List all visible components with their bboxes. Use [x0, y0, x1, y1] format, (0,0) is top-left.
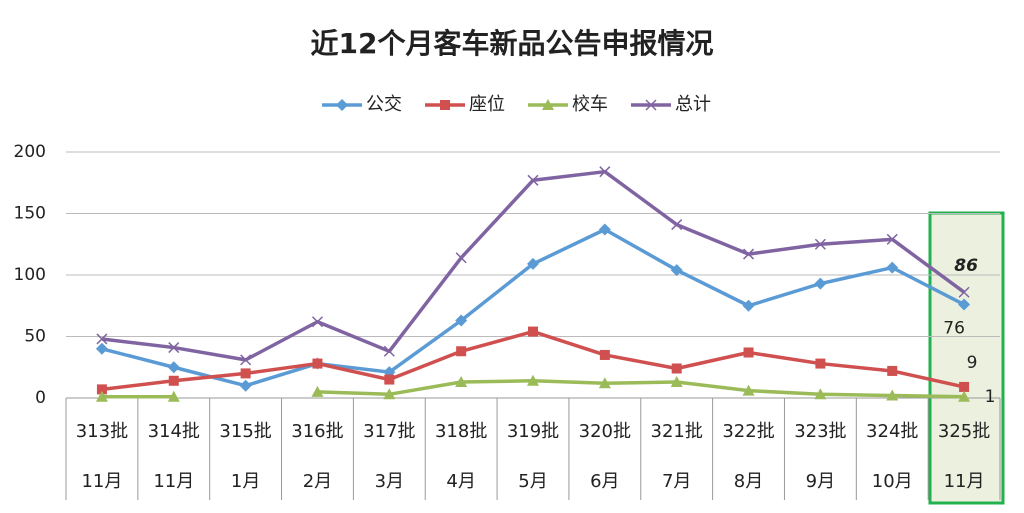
x-tick-label: 316批: [291, 421, 343, 442]
point-marker: [742, 299, 755, 312]
point-marker: [886, 389, 899, 401]
point-marker: [239, 379, 252, 392]
data-label: 1: [985, 387, 996, 407]
x-tick-label: 325批: [938, 421, 990, 442]
x-group-label: 5月: [518, 471, 547, 492]
point-marker: [959, 381, 970, 392]
data-label: 86: [954, 256, 978, 276]
point-marker: [383, 388, 396, 400]
point-marker: [527, 374, 539, 386]
point-marker: [312, 358, 323, 369]
data-label: 76: [943, 319, 965, 339]
point-marker: [958, 390, 971, 402]
point-marker: [886, 261, 899, 274]
point-marker: [814, 277, 827, 290]
point-marker: [670, 376, 683, 388]
x-tick-label: 324批: [866, 421, 918, 442]
point-marker: [958, 298, 971, 311]
point-marker: [887, 365, 898, 376]
y-tick-label: 50: [24, 327, 46, 347]
point-marker: [599, 166, 611, 178]
point-marker: [384, 374, 395, 385]
point-marker: [167, 361, 180, 374]
y-tick-label: 150: [14, 204, 46, 224]
x-group-label: 11月: [81, 471, 122, 492]
x-tick-label: 321批: [651, 421, 703, 442]
point-marker: [671, 219, 683, 231]
legend-marker: [336, 99, 348, 111]
x-group-label: 2月: [303, 471, 332, 492]
x-group-label: 11月: [944, 471, 985, 492]
point-marker: [240, 368, 251, 379]
point-marker: [168, 375, 179, 386]
x-tick-label: 323批: [794, 421, 846, 442]
data-label: 9: [967, 353, 978, 373]
x-group-label: 9月: [806, 471, 835, 492]
x-tick-label: 315批: [219, 421, 271, 442]
highlight-box: [928, 211, 1005, 505]
x-group-label: 6月: [590, 471, 619, 492]
series-line: [101, 227, 965, 388]
point-marker: [528, 326, 538, 337]
x-tick-label: 317批: [363, 421, 415, 442]
point-marker: [598, 377, 611, 389]
y-tick-label: 200: [14, 142, 46, 162]
point-marker: [383, 345, 395, 357]
legend-marker: [542, 99, 554, 110]
x-tick-label: 319批: [507, 421, 559, 442]
point-marker: [311, 316, 323, 328]
x-group-label: 7月: [662, 471, 691, 492]
point-marker: [743, 248, 755, 260]
point-marker: [456, 346, 467, 357]
x-group-label: 11月: [153, 471, 194, 492]
legend-label: 公交: [366, 94, 402, 115]
legend-label: 总计: [675, 94, 711, 115]
point-marker: [742, 384, 755, 396]
point-marker: [814, 238, 826, 250]
point-marker: [743, 347, 754, 358]
x-group-label: 8月: [734, 471, 763, 492]
point-marker: [815, 358, 826, 369]
point-marker: [598, 223, 611, 236]
legend-label: 校车: [572, 94, 608, 115]
x-tick-label: 322批: [722, 421, 774, 442]
point-marker: [527, 257, 539, 270]
x-group-label: 3月: [375, 471, 404, 492]
point-marker: [240, 354, 252, 366]
point-marker: [96, 333, 108, 345]
point-marker: [95, 342, 108, 355]
point-marker: [455, 376, 468, 388]
x-group-label: 1月: [231, 471, 260, 492]
point-marker: [670, 264, 683, 277]
legend-marker: [440, 100, 450, 110]
point-marker: [527, 174, 539, 186]
point-marker: [167, 390, 180, 402]
series-line: [101, 379, 965, 399]
point-marker: [168, 342, 180, 354]
point-marker: [886, 233, 898, 245]
y-tick-label: 100: [14, 265, 46, 285]
point-marker: [599, 349, 610, 360]
point-marker: [95, 390, 108, 402]
point-marker: [455, 252, 467, 264]
x-tick-label: 314批: [148, 421, 200, 442]
point-marker: [958, 286, 970, 298]
point-marker: [814, 388, 827, 400]
point-marker: [671, 363, 682, 374]
point-marker: [455, 314, 468, 327]
legend-marker: [645, 99, 657, 111]
x-tick-label: 318批: [435, 421, 487, 442]
y-tick-label: 0: [35, 388, 46, 408]
x-group-label: 4月: [446, 471, 475, 492]
x-tick-label: 320批: [579, 421, 631, 442]
x-group-label: 10月: [872, 471, 913, 492]
chart-title: 近12个月客车新品公告申报情况: [311, 27, 714, 60]
legend-label: 座位: [469, 94, 505, 115]
point-marker: [96, 384, 107, 395]
x-tick-label: 313批: [76, 421, 128, 442]
point-marker: [311, 385, 324, 397]
